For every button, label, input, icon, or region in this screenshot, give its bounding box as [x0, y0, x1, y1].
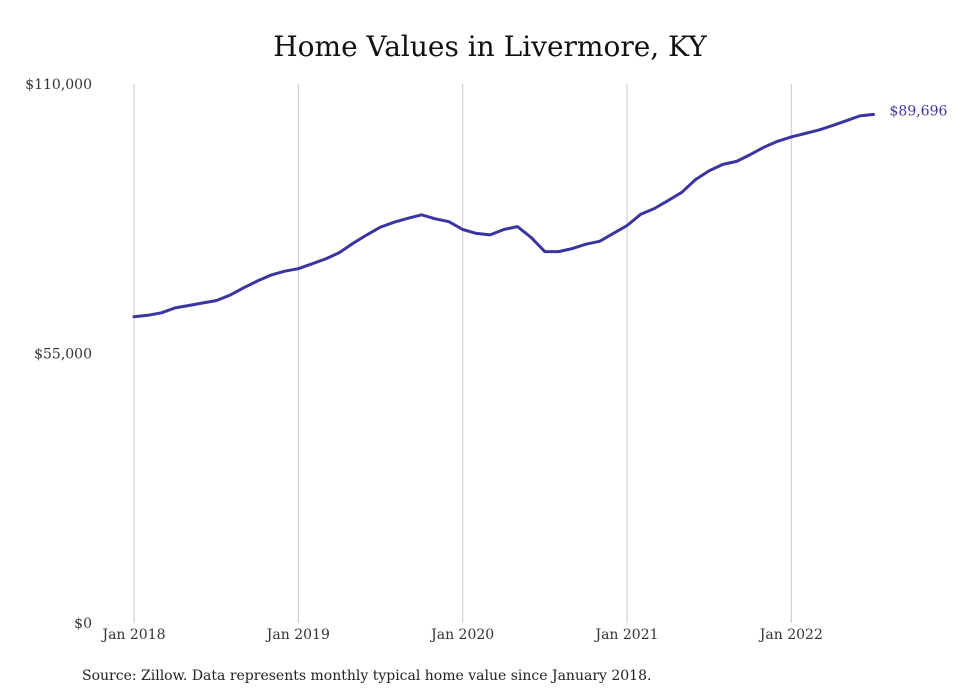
- x-tick-label: Jan 2021: [593, 627, 658, 643]
- y-axis-tick-labels: $0 $55,000 $110,000: [25, 77, 92, 632]
- x-tick-label: Jan 2020: [429, 627, 494, 643]
- latest-value-label: $89,696: [890, 103, 948, 119]
- y-tick-label: $0: [74, 616, 92, 632]
- x-tick-label: Jan 2019: [265, 627, 330, 643]
- source-note: Source: Zillow. Data represents monthly …: [82, 668, 652, 684]
- y-tick-label: $110,000: [25, 77, 92, 93]
- x-tick-label: Jan 2022: [758, 627, 823, 643]
- home-value-series-line: [132, 112, 875, 319]
- chart-title: Home Values in Livermore, KY: [273, 30, 707, 63]
- line-chart: $0$55,000$110,000 Jan 2018 Jan 2019 Jan 20…: [25, 77, 948, 643]
- x-tick-label: Jan 2018: [100, 627, 165, 643]
- grid-lines: [133, 84, 792, 623]
- x-axis-tick-labels: Jan 2018 Jan 2019 Jan 2020 Jan 2021 Jan 2022: [100, 627, 822, 643]
- y-tick-label: $55,000: [34, 347, 92, 363]
